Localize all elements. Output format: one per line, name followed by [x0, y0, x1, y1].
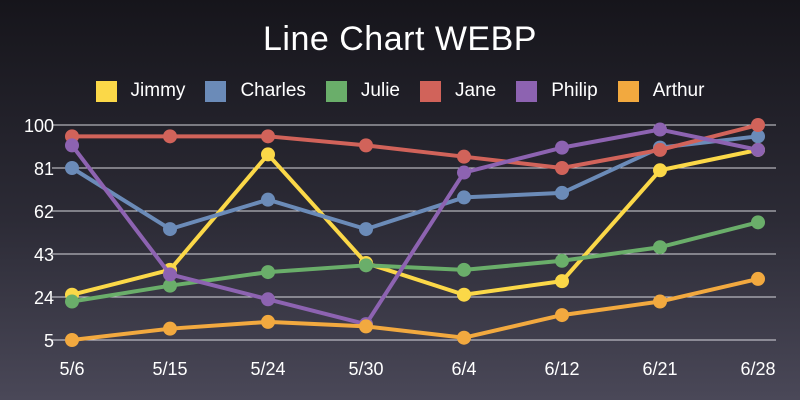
data-point-arthur-7 [751, 271, 765, 286]
data-point-jimmy-5 [555, 274, 569, 289]
data-point-philip-2 [261, 292, 275, 307]
data-point-jimmy-4 [457, 287, 471, 302]
data-point-philip-6 [653, 122, 667, 137]
series-line-julie [70, 220, 760, 304]
x-tick-label-6: 6/21 [642, 359, 677, 379]
data-point-julie-7 [751, 215, 765, 230]
series-line-jimmy [70, 147, 760, 297]
x-tick-label-1: 5/15 [152, 359, 187, 379]
data-point-philip-4 [457, 165, 471, 180]
legend: Jimmy Charles Julie Jane Philip Arthur [0, 80, 800, 102]
data-point-jane-7 [751, 118, 765, 132]
legend-label-julie: Julie [360, 80, 400, 101]
legend-item-julie[interactable]: Julie [325, 80, 400, 102]
data-point-jane-4 [457, 149, 471, 164]
data-point-julie-4 [457, 262, 471, 277]
data-point-arthur-6 [653, 294, 667, 309]
x-tick-label-0: 5/6 [59, 359, 84, 379]
data-point-arthur-5 [555, 308, 569, 323]
y-tick-label-1: 24 [34, 288, 54, 308]
series-line-jane [70, 123, 760, 170]
y-tick-label-5: 100 [24, 116, 54, 136]
data-point-julie-6 [653, 240, 667, 255]
legend-label-charles: Charles [240, 80, 306, 101]
data-point-philip-5 [555, 140, 569, 155]
data-point-arthur-1 [163, 321, 177, 336]
data-point-julie-0 [65, 294, 79, 309]
series-line-charles [70, 134, 760, 232]
series-line-arthur [70, 276, 760, 342]
data-point-charles-5 [555, 185, 569, 200]
data-point-jane-3 [359, 138, 373, 153]
x-tick-label-5: 6/12 [544, 359, 579, 379]
data-point-philip-7 [751, 142, 765, 157]
data-point-jane-2 [261, 129, 275, 144]
data-point-charles-1 [163, 222, 177, 237]
legend-swatch-arthur [617, 80, 639, 102]
y-tick-label-0: 5 [44, 331, 54, 351]
data-point-julie-3 [359, 258, 373, 273]
data-point-charles-7 [751, 129, 765, 144]
data-point-philip-1 [163, 267, 177, 282]
y-tick-label-4: 81 [34, 159, 54, 179]
data-point-arthur-4 [457, 330, 471, 345]
legend-label-jimmy: Jimmy [130, 80, 186, 101]
data-point-jane-5 [555, 161, 569, 175]
legend-item-philip[interactable]: Philip [516, 80, 598, 102]
legend-label-philip: Philip [551, 80, 598, 101]
legend-label-arthur: Arthur [652, 80, 705, 101]
data-point-arthur-2 [261, 314, 275, 329]
x-tick-label-7: 6/28 [740, 359, 775, 379]
legend-swatch-julie [325, 80, 347, 102]
data-point-charles-4 [457, 190, 471, 205]
y-tick-label-2: 43 [34, 245, 54, 265]
data-point-julie-1 [163, 278, 177, 293]
data-point-arthur-3 [359, 319, 373, 334]
legend-label-jane: Jane [455, 80, 497, 101]
data-point-jane-6 [653, 142, 667, 157]
x-tick-label-2: 5/24 [250, 359, 285, 379]
data-point-charles-3 [359, 222, 373, 237]
legend-item-jimmy[interactable]: Jimmy [95, 80, 186, 102]
data-point-charles-2 [261, 192, 275, 207]
legend-item-jane[interactable]: Jane [420, 80, 496, 102]
legend-item-arthur[interactable]: Arthur [617, 80, 705, 102]
x-tick-label-4: 6/4 [451, 359, 476, 379]
legend-swatch-philip [516, 80, 538, 102]
data-point-jimmy-6 [653, 163, 667, 178]
legend-swatch-jane [420, 80, 441, 102]
data-point-julie-5 [555, 253, 569, 268]
data-point-julie-2 [261, 265, 275, 280]
chart-title: Line Chart WEBP [263, 20, 537, 58]
data-point-jane-1 [163, 129, 177, 144]
data-point-philip-0 [65, 138, 79, 153]
data-point-jimmy-2 [261, 147, 275, 162]
legend-item-charles[interactable]: Charles [205, 80, 306, 102]
legend-swatch-charles [205, 80, 227, 102]
y-tick-label-3: 62 [34, 202, 54, 222]
legend-swatch-jimmy [95, 80, 117, 102]
x-tick-label-3: 5/30 [348, 359, 383, 379]
series-line-philip [70, 127, 760, 327]
data-point-charles-0 [65, 161, 79, 175]
data-point-arthur-0 [65, 333, 79, 347]
